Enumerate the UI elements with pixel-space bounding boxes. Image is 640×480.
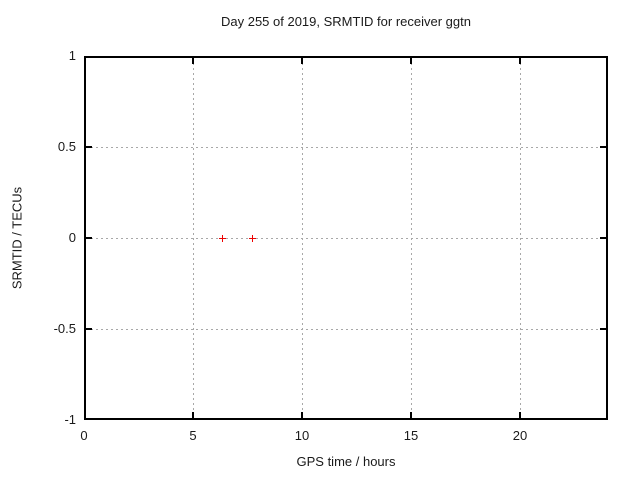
gridline-horizontal [86, 238, 606, 239]
y-tick-mark [86, 237, 92, 239]
y-tick-mark [86, 328, 92, 330]
y-tick-label: -1 [64, 412, 76, 427]
x-tick-label: 0 [80, 428, 88, 443]
data-point-marker [219, 235, 227, 242]
x-tick-mark [192, 412, 194, 418]
data-point-marker [248, 235, 256, 242]
x-tick-label: 20 [512, 428, 528, 443]
gridline-horizontal [86, 147, 606, 148]
x-tick-label: 10 [294, 428, 310, 443]
x-tick-mark [410, 58, 412, 64]
marker-stroke [222, 235, 224, 242]
x-tick-label: 15 [403, 428, 419, 443]
y-tick-mark [600, 237, 606, 239]
gridline-horizontal [86, 329, 606, 330]
plot-area [84, 56, 608, 420]
x-tick-mark [301, 412, 303, 418]
x-tick-mark [301, 58, 303, 64]
marker-stroke [251, 235, 253, 242]
y-tick-mark [86, 146, 92, 148]
chart-title: Day 255 of 2019, SRMTID for receiver ggt… [220, 14, 471, 29]
y-tick-mark [600, 328, 606, 330]
y-tick-label: 0 [68, 230, 76, 245]
y-tick-label: 1 [68, 48, 76, 63]
y-tick-label: -0.5 [53, 321, 76, 336]
y-tick-mark [600, 146, 606, 148]
y-tick-label: 0.5 [57, 139, 76, 154]
x-tick-label: 5 [189, 428, 197, 443]
x-tick-mark [519, 58, 521, 64]
x-tick-mark [192, 58, 194, 64]
x-tick-mark [410, 412, 412, 418]
x-axis-title: GPS time / hours [296, 454, 396, 469]
x-tick-mark [519, 412, 521, 418]
